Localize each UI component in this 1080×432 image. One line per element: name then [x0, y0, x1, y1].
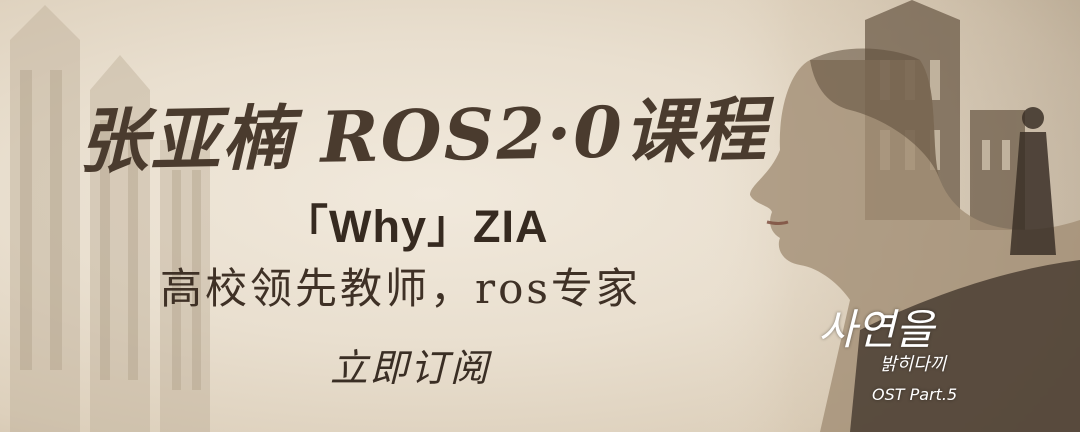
subscribe-button[interactable]: 立即订阅: [330, 346, 491, 390]
instructor-handle: 「Why」ZIA: [283, 201, 549, 252]
course-title: 张亚楠 ROS2·0课程: [77, 87, 769, 184]
portrait-artwork: [700, 0, 1080, 432]
album-script-logo: 사연을: [818, 305, 934, 354]
album-script-subtitle: 밝히다끼: [880, 354, 947, 375]
instructor-tagline: 高校领先教师，ros专家: [160, 264, 641, 313]
ost-label: OST Part.5: [872, 385, 958, 404]
architecture-background-left: [10, 5, 210, 432]
